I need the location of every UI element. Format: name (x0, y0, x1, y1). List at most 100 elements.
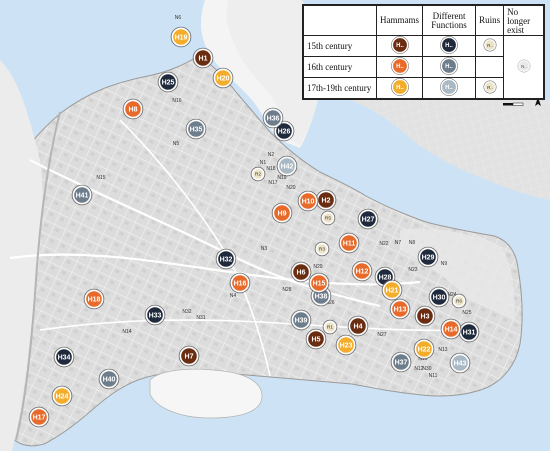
marker-n13[interactable]: N13 (438, 347, 447, 353)
marker-label: R1 (327, 325, 333, 331)
marker-label: N23 (408, 267, 417, 273)
marker-h12[interactable]: H12 (351, 260, 373, 282)
marker-n11[interactable]: N11 (429, 373, 438, 379)
marker-label: H9 (278, 210, 287, 217)
marker-n23[interactable]: N23 (408, 267, 417, 273)
marker-h19[interactable]: H19 (170, 26, 192, 48)
marker-h11[interactable]: H11 (338, 232, 360, 254)
marker-h40[interactable]: H40 (98, 368, 120, 390)
marker-n5[interactable]: N5 (173, 141, 180, 147)
marker-n32[interactable]: N32 (182, 309, 191, 315)
marker-n26[interactable]: N26 (325, 300, 334, 306)
marker-h14[interactable]: H14 (440, 318, 462, 340)
marker-h15[interactable]: H15 (308, 272, 330, 294)
marker-n24[interactable]: N24 (447, 292, 456, 298)
marker-h21[interactable]: H21 (381, 279, 403, 301)
marker-h42[interactable]: H42 (276, 155, 298, 177)
marker-n19[interactable]: N19 (277, 175, 286, 181)
marker-r3[interactable]: R3 (314, 241, 330, 257)
marker-h39[interactable]: H39 (290, 309, 312, 331)
marker-n18[interactable]: N18 (266, 166, 275, 172)
marker-n15[interactable]: N15 (96, 175, 105, 181)
marker-h1[interactable]: H1 (192, 47, 214, 69)
marker-h4[interactable]: H4 (347, 315, 369, 337)
marker-dot (298, 191, 318, 211)
marker-h34[interactable]: H34 (53, 346, 75, 368)
marker-h25[interactable]: H25 (157, 71, 179, 93)
marker-h29[interactable]: H29 (417, 246, 439, 268)
marker-h10[interactable]: H10 (297, 190, 319, 212)
marker-h3[interactable]: H3 (414, 305, 436, 327)
marker-n31[interactable]: N31 (196, 315, 205, 321)
marker-n27[interactable]: N27 (377, 332, 386, 338)
marker-n17[interactable]: N17 (268, 180, 277, 186)
marker-h36[interactable]: H36 (262, 107, 284, 129)
marker-h7[interactable]: H7 (178, 345, 200, 367)
marker-h13[interactable]: H13 (389, 298, 411, 320)
marker-n30[interactable]: N30 (422, 366, 431, 372)
marker-label: N17 (268, 180, 277, 186)
marker-h32[interactable]: H32 (215, 248, 237, 270)
legend-hammam-16-label: H.. (396, 64, 404, 70)
marker-n2[interactable]: N2 (268, 152, 275, 158)
marker-r5[interactable]: R5 (320, 210, 336, 226)
marker-dot (339, 233, 359, 253)
marker-h43[interactable]: H43 (449, 352, 471, 374)
marker-h24[interactable]: H24 (51, 385, 73, 407)
marker-h9[interactable]: H9 (271, 202, 293, 224)
marker-h8[interactable]: H8 (122, 98, 144, 120)
marker-r6[interactable]: R6 (451, 293, 467, 309)
marker-dot (352, 261, 372, 281)
marker-n3[interactable]: N3 (261, 246, 268, 252)
marker-h2[interactable]: H2 (315, 189, 337, 211)
marker-label: N8 (409, 240, 416, 246)
marker-n28[interactable]: N28 (282, 287, 291, 293)
marker-h41[interactable]: H41 (71, 184, 93, 206)
legend-col-nolonger: No longer exist (503, 5, 544, 36)
marker-h5[interactable]: H5 (305, 328, 327, 350)
marker-n12[interactable]: N12 (414, 366, 423, 372)
marker-r2[interactable]: R2 (250, 166, 266, 182)
legend-row-17-19: 17th-19th century (303, 77, 377, 99)
marker-n6[interactable]: N6 (175, 15, 182, 21)
marker-h23[interactable]: H23 (335, 334, 357, 356)
marker-label: H37 (395, 359, 408, 366)
marker-h16[interactable]: H16 (229, 272, 251, 294)
marker-n29[interactable]: N29 (313, 264, 322, 270)
marker-ring (53, 346, 75, 368)
marker-n1[interactable]: N1 (260, 160, 267, 166)
marker-n14[interactable]: N14 (122, 329, 131, 335)
marker-dot (274, 121, 294, 141)
legend-hammam-15-marker: H.. (390, 36, 409, 54)
marker-n22[interactable]: N22 (379, 241, 388, 247)
marker-h37[interactable]: H37 (390, 351, 412, 373)
marker-n4[interactable]: N4 (230, 293, 237, 299)
marker-n16[interactable]: N16 (172, 98, 181, 104)
marker-n8[interactable]: N8 (409, 240, 416, 246)
marker-n20[interactable]: N20 (286, 185, 295, 191)
marker-label: N3 (261, 246, 268, 252)
marker-h6[interactable]: H6 (290, 261, 312, 283)
marker-dot (84, 289, 104, 309)
marker-h27[interactable]: H27 (357, 208, 379, 230)
marker-h30[interactable]: H30 (428, 286, 450, 308)
marker-h22[interactable]: H22 (413, 338, 435, 360)
marker-h18[interactable]: H18 (83, 288, 105, 310)
marker-h20[interactable]: H20 (212, 67, 234, 89)
marker-n25[interactable]: N25 (462, 310, 471, 316)
main-road-1 (9, 253, 421, 286)
marker-h33[interactable]: H33 (144, 304, 166, 326)
marker-h26[interactable]: H26 (273, 120, 295, 142)
marker-label: N22 (379, 241, 388, 247)
marker-label: H22 (418, 346, 431, 353)
marker-label: H28 (379, 274, 392, 281)
marker-h17[interactable]: H17 (28, 406, 50, 428)
marker-dot (145, 305, 165, 325)
marker-n9[interactable]: N9 (441, 261, 448, 267)
marker-label: R5 (325, 216, 331, 222)
marker-h31[interactable]: H31 (458, 321, 480, 343)
marker-r1[interactable]: R1 (322, 319, 338, 335)
marker-h35[interactable]: H35 (185, 118, 207, 140)
marker-n7[interactable]: N7 (395, 240, 402, 246)
marker-label: H35 (190, 126, 203, 133)
